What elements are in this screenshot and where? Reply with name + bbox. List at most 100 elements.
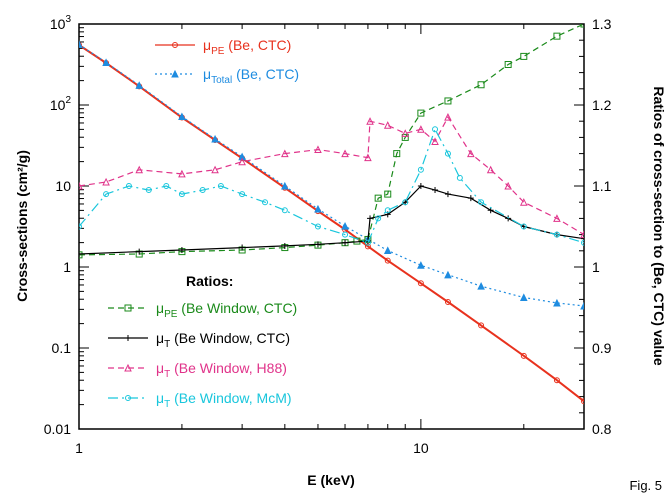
legend-label: μT (Be Window, McM) (156, 390, 292, 410)
data-point (199, 187, 206, 194)
data-point (178, 191, 185, 198)
legend-top-entry: μPE (Be, CTC) (155, 37, 291, 57)
data-point (431, 137, 439, 145)
data-point (553, 298, 561, 307)
y-left-tick-label: 102 (50, 95, 72, 113)
legend-ratio-entry: μT (Be Window, CTC) (108, 330, 290, 350)
data-point (341, 221, 349, 230)
data-point (135, 165, 144, 174)
data-point (505, 215, 512, 222)
data-point (375, 215, 382, 222)
series-4 (79, 113, 584, 239)
legend-ratio-entry: μPE (Be Window, CTC) (108, 300, 297, 320)
data-point (580, 230, 584, 239)
data-point (314, 204, 322, 213)
series-line (79, 127, 584, 244)
data-point (432, 187, 439, 194)
data-point (178, 169, 186, 178)
data-point (171, 69, 179, 78)
y-right-tick-label: 0.9 (592, 340, 612, 356)
data-point (79, 251, 83, 259)
series-2 (79, 24, 584, 259)
data-point (402, 199, 409, 206)
data-point (401, 129, 410, 137)
data-point (102, 177, 110, 186)
data-point (444, 270, 452, 279)
y-right-tick-label: 1.3 (592, 16, 612, 32)
data-point (384, 190, 392, 198)
data-point (217, 183, 224, 189)
data-point (125, 335, 131, 341)
legend-label: μT (Be Window, H88) (156, 360, 287, 380)
legend-ratio-entry: μT (Be Window, McM) (108, 390, 292, 410)
legend-ratios-title: Ratios: (186, 273, 233, 289)
legend-ratio-entry: μT (Be Window, H88) (108, 360, 287, 380)
data-point (478, 199, 485, 206)
legend: μPE (Be, CTC) μTotal (Be, CTC) Ratios: μPE … (108, 37, 299, 410)
data-point (383, 246, 392, 254)
series-line (79, 44, 584, 403)
data-point (314, 145, 322, 154)
x-tick-label: 10 (413, 440, 429, 456)
y-left-tick-label: 0.1 (52, 340, 72, 356)
data-point (417, 183, 424, 189)
data-point (553, 32, 561, 40)
data-point (367, 215, 374, 222)
series-0 (79, 42, 584, 405)
data-point (520, 52, 528, 60)
data-point (103, 191, 110, 198)
data-point (102, 58, 110, 66)
data-point (581, 239, 584, 246)
series-3 (79, 183, 584, 258)
data-point (239, 191, 246, 198)
data-point (384, 257, 391, 264)
data-point (79, 251, 82, 258)
data-point (262, 199, 269, 206)
data-point (553, 231, 560, 238)
data-point (504, 181, 512, 190)
data-point (136, 248, 143, 255)
data-point (417, 109, 425, 117)
data-point (520, 223, 527, 230)
figure-label: Fig. 5 (629, 478, 662, 493)
data-point (124, 363, 132, 372)
data-point (364, 153, 372, 162)
series-line (79, 24, 584, 256)
data-point (281, 207, 288, 214)
series-line (79, 115, 584, 236)
data-point (374, 194, 382, 202)
data-point (467, 195, 474, 202)
y-left-tick-label: 0.01 (44, 421, 71, 437)
axis-ticks (78, 23, 585, 430)
data-point (145, 187, 152, 194)
data-point (239, 244, 246, 251)
data-point (342, 231, 349, 238)
data-point (366, 117, 374, 125)
y-right-tick-label: 1.1 (592, 178, 612, 194)
data-point (417, 261, 425, 269)
data-point (553, 214, 561, 222)
y-left-tick-label: 103 (50, 14, 72, 32)
data-point (238, 157, 246, 166)
legend-label: μPE (Be, CTC) (203, 37, 291, 57)
data-point (486, 165, 495, 174)
data-point (444, 150, 451, 157)
data-point (519, 293, 528, 302)
data-point (519, 198, 528, 206)
y-axis-left-title: Cross-sections (cm²/g) (14, 150, 30, 302)
data-point (383, 121, 392, 129)
series-layer (79, 24, 584, 405)
data-point (477, 282, 485, 290)
data-point (580, 301, 584, 310)
data-point (467, 149, 475, 158)
y-left-tick-label: 10 (55, 178, 71, 194)
tick-labels: 1 10 0.01 0.1 1 10 102 103 0.8 0.9 1 1.1 1.2 1.3 (44, 14, 612, 456)
series-5 (79, 126, 584, 246)
data-point (581, 235, 584, 242)
data-point (456, 174, 463, 181)
data-point (342, 239, 349, 246)
y-right-tick-label: 0.8 (592, 421, 612, 437)
data-point (581, 398, 584, 405)
data-point (393, 150, 401, 158)
